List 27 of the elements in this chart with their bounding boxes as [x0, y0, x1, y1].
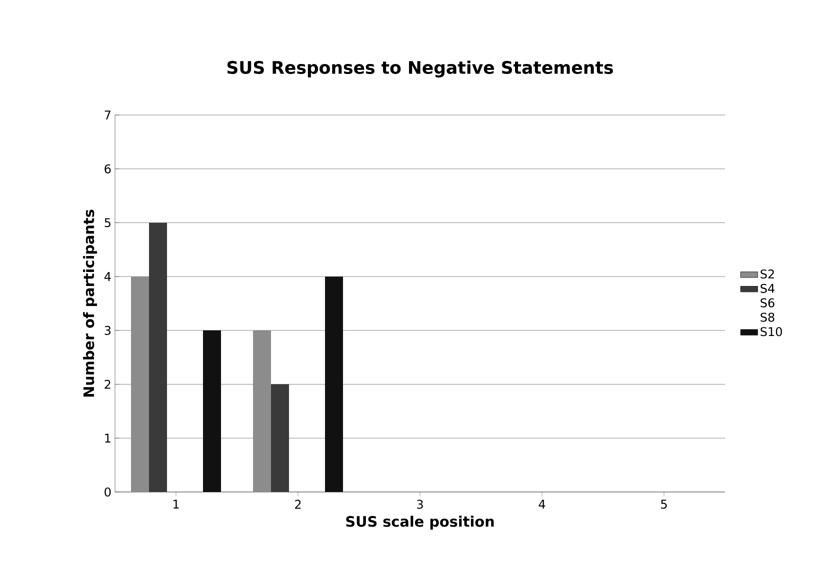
y-tick-label: 4 [104, 272, 111, 281]
x-tick-label: 4 [538, 500, 546, 509]
y-tick-label: 0 [104, 487, 111, 497]
legend-label: S4 [760, 284, 774, 293]
bar [325, 276, 344, 492]
x-axis-title: SUS scale position [346, 516, 494, 530]
legend-label: S10 [760, 327, 782, 336]
x-tick-label: 1 [174, 500, 179, 509]
x-tick-label: 2 [295, 500, 301, 509]
y-tick-label: 2 [104, 380, 110, 389]
text: S6 [760, 298, 774, 308]
y-tick-label: 7 [104, 110, 110, 120]
bar [149, 222, 168, 492]
y-axis-title: Number of participants [83, 210, 97, 397]
legend-label: S2 [760, 269, 774, 279]
x-tick-label: 5 [661, 500, 667, 509]
bar [271, 384, 290, 492]
y-tick-label: 1 [105, 434, 110, 443]
bar [203, 330, 222, 492]
y-tick-label: 6 [104, 164, 111, 174]
y-tick-label: 3 [104, 326, 111, 335]
y-tick-label: 5 [104, 218, 110, 228]
text: S8 [760, 312, 774, 322]
bar [131, 276, 150, 492]
bar [253, 330, 272, 492]
x-tick-label: 3 [417, 500, 423, 509]
chart-title: SUS Responses to Negative Statements [227, 60, 613, 78]
